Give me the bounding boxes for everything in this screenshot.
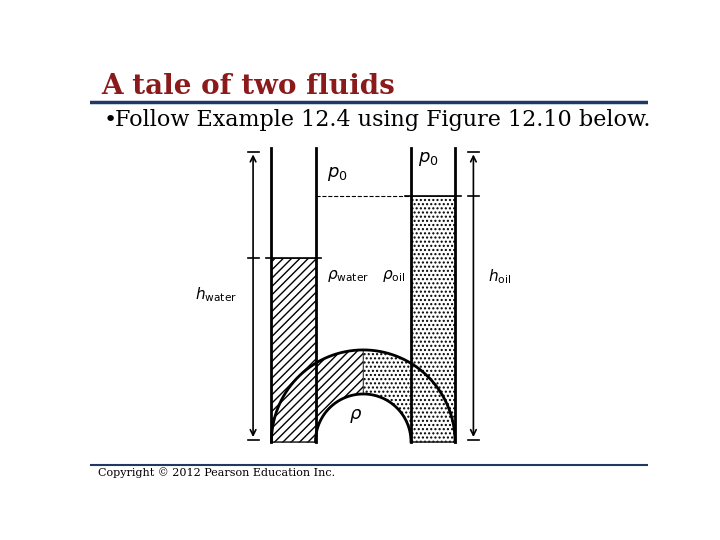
Polygon shape	[271, 350, 363, 442]
Text: Follow Example 12.4 using Figure 12.10 below.: Follow Example 12.4 using Figure 12.10 b…	[114, 109, 650, 131]
Bar	[271, 258, 315, 442]
Text: $p_0$: $p_0$	[327, 165, 347, 183]
Text: $h_{\rm water}$: $h_{\rm water}$	[195, 286, 238, 304]
Polygon shape	[363, 350, 455, 442]
Text: $\rho_{\rm oil}$: $\rho_{\rm oil}$	[382, 268, 405, 285]
Text: $h_{\rm oil}$: $h_{\rm oil}$	[487, 267, 510, 286]
Polygon shape	[271, 350, 363, 442]
Text: •: •	[104, 110, 117, 130]
Text: $\rho_{\rm water}$: $\rho_{\rm water}$	[327, 268, 369, 285]
Text: A tale of two fluids: A tale of two fluids	[102, 73, 395, 100]
Bar	[271, 258, 315, 442]
Text: Copyright © 2012 Pearson Education Inc.: Copyright © 2012 Pearson Education Inc.	[98, 468, 335, 478]
Bar	[411, 195, 455, 442]
Text: $p_0$: $p_0$	[418, 150, 439, 168]
Text: $\rho$: $\rho$	[349, 407, 362, 425]
Polygon shape	[363, 350, 455, 442]
